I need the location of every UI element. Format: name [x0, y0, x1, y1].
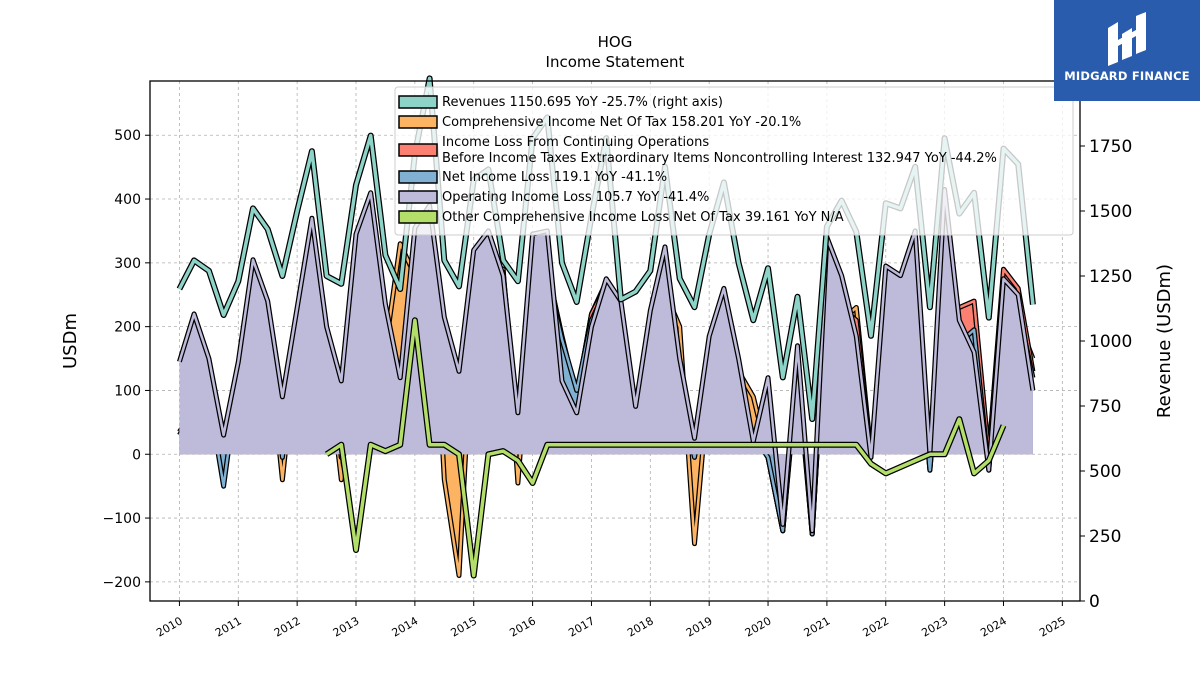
legend: Revenues 1150.695 YoY -25.7% (right axis… [394, 86, 1074, 236]
y-tick-label-right: 500 [1089, 462, 1121, 482]
legend-label: Operating Income Loss 105.7 YoY -41.4% [442, 190, 709, 205]
x-tick-label: 2018 [625, 614, 656, 639]
y-axis-label-left: USDm [60, 313, 81, 369]
midgard-finance-logo: MIDGARD FINANCE [1054, 0, 1200, 101]
x-tick-label: 2016 [507, 614, 538, 639]
y-tick-label-left: 200 [114, 320, 141, 336]
x-tick-label: 2011 [213, 614, 244, 639]
series-line [325, 318, 1006, 578]
y-axis-label-right: Revenue (USDm) [1154, 264, 1175, 418]
legend-swatch [398, 143, 438, 157]
legend-swatch [398, 190, 438, 204]
y-tick-label-right: 0 [1089, 592, 1100, 612]
x-tick-label: 2020 [743, 614, 774, 639]
y-tick-label-left: −200 [103, 575, 141, 591]
x-tick-label: 2023 [919, 614, 950, 639]
legend-label: Net Income Loss 119.1 YoY -41.1% [442, 170, 667, 185]
legend-swatch [398, 95, 438, 109]
legend-swatch [398, 170, 438, 184]
legend-swatch [398, 115, 438, 129]
x-tick-label: 2025 [1037, 614, 1068, 639]
x-tick-label: 2019 [684, 614, 715, 639]
x-tick-label: 2024 [978, 614, 1009, 639]
y-tick-label-right: 1500 [1089, 202, 1132, 222]
midgard-logo-icon [1108, 12, 1146, 66]
y-tick-label-left: 300 [114, 256, 141, 272]
y-tick-label-left: 0 [132, 447, 141, 463]
legend-swatch [398, 210, 438, 224]
y-tick-label-right: 250 [1089, 527, 1121, 547]
x-tick-label: 2013 [331, 614, 362, 639]
y-tick-label-right: 750 [1089, 397, 1121, 417]
y-tick-label-left: −100 [103, 511, 141, 527]
series-areas [177, 187, 1036, 578]
legend-label: Comprehensive Income Net Of Tax 158.201 … [442, 115, 801, 130]
legend-label: Other Comprehensive Income Loss Net Of T… [442, 210, 844, 225]
x-tick-label: 2015 [448, 614, 479, 639]
x-tick-label: 2022 [861, 614, 892, 639]
chart-subtitle: Income Statement [546, 53, 685, 71]
chart-title: HOG [598, 33, 633, 51]
legend-label: Income Loss From Continuing Operations [442, 135, 709, 150]
x-tick-label: 2021 [802, 614, 833, 639]
y-tick-label-right: 1250 [1089, 267, 1132, 287]
x-tick-label: 2017 [566, 614, 597, 639]
y-tick-label-right: 1750 [1089, 137, 1132, 157]
logo-text: MIDGARD FINANCE [1064, 69, 1190, 83]
series-line [178, 188, 1035, 533]
x-tick-label: 2010 [154, 614, 185, 639]
legend-box [394, 86, 1074, 236]
y-tick-label-left: 400 [114, 192, 141, 208]
legend-label: Before Income Taxes Extraordinary Items … [442, 151, 997, 166]
y-tick-label-left: 100 [114, 383, 141, 399]
x-tick-label: 2014 [390, 614, 421, 639]
legend-label: Revenues 1150.695 YoY -25.7% (right axis… [442, 95, 723, 110]
y-tick-label-left: 500 [114, 128, 141, 144]
x-tick-label: 2012 [272, 614, 303, 639]
y-tick-label-right: 1000 [1089, 332, 1132, 352]
